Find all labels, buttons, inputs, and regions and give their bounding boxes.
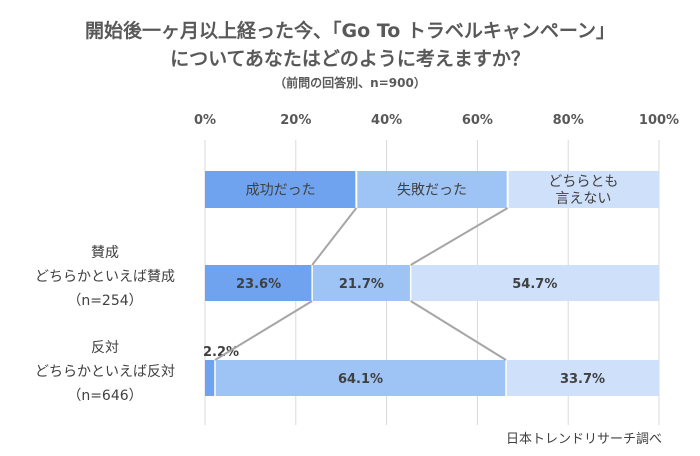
connector-line	[214, 300, 313, 361]
x-tick-label: 0%	[194, 113, 216, 128]
connector-line	[410, 300, 507, 361]
legend-label: 成功だった	[246, 183, 316, 199]
bar-segment	[205, 265, 313, 301]
source-note: 日本トレンドリサーチ調べ	[505, 432, 662, 447]
legend-label: どちらとも	[548, 174, 618, 190]
category-label: 反対	[91, 340, 119, 356]
category-label: （n=646）	[67, 388, 142, 404]
chart-title-line2: についてあなたはどのように考えますか？	[170, 48, 530, 70]
chart-title-line1: 開始後一ヶ月以上経った今、「Go To トラベルキャンペーン」	[85, 20, 615, 42]
data-label: 33.7%	[560, 372, 605, 387]
chart-subtitle: （前問の回答別、n=900）	[274, 76, 426, 90]
bar-segment	[410, 265, 659, 301]
data-label: 2.2%	[203, 345, 239, 360]
bar-segment	[506, 360, 659, 396]
data-label: 64.1%	[338, 372, 383, 387]
category-label: 賛成	[91, 245, 119, 261]
data-label: 23.6%	[236, 277, 281, 292]
bar-segment	[205, 360, 215, 396]
x-tick-label: 100%	[639, 113, 679, 128]
data-label: 21.7%	[339, 277, 384, 292]
bar-segment	[312, 265, 411, 301]
category-label: （n=254）	[67, 293, 142, 309]
data-label: 54.7%	[512, 277, 557, 292]
x-tick-label: 20%	[280, 113, 311, 128]
legend-label: 失敗だった	[397, 183, 467, 199]
x-tick-label: 60%	[462, 113, 493, 128]
legend-segment	[205, 171, 357, 208]
legend-segment	[356, 171, 508, 208]
x-tick-label: 40%	[371, 113, 402, 128]
category-label: どちらかといえば反対	[35, 364, 175, 380]
connector-line	[410, 207, 509, 266]
legend-segment	[507, 171, 659, 208]
connector-line	[311, 207, 358, 266]
category-label: どちらかといえば賛成	[35, 269, 175, 285]
legend-label: 言えない	[555, 191, 611, 207]
bar-segment	[214, 360, 507, 396]
x-tick-label: 80%	[553, 113, 584, 128]
